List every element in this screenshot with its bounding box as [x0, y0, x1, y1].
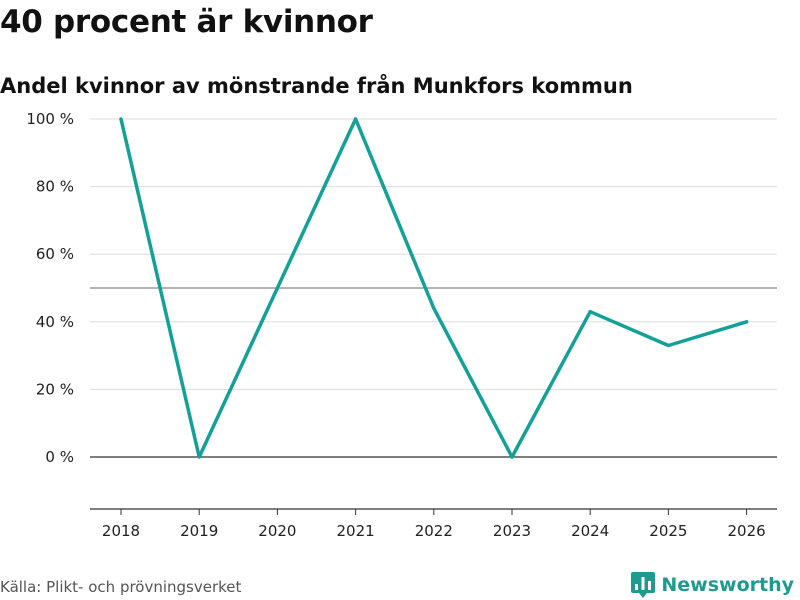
data-point — [510, 455, 514, 459]
y-tick-label: 60 % — [36, 245, 74, 263]
x-tick-label: 2021 — [337, 522, 375, 540]
series — [119, 117, 749, 459]
brand-name: Newsworthy — [661, 574, 794, 596]
data-point — [666, 343, 670, 347]
gridlines — [90, 118, 777, 390]
y-tick-label: 0 % — [45, 448, 74, 466]
data-point — [432, 306, 436, 310]
data-point — [745, 320, 749, 324]
x-tick-label: 2026 — [728, 522, 766, 540]
x-tick-label: 2019 — [180, 522, 218, 540]
data-point — [354, 117, 358, 121]
x-tick-label: 2022 — [415, 522, 453, 540]
tick-labels: 0 % 20 % 40 % 60 % 80 % 100 % 2018 2019 2020 2021… — [26, 110, 765, 540]
chart-subtitle: Andel kvinnor av mönstrande från Munkfor… — [0, 74, 633, 98]
x-tick-label: 2023 — [493, 522, 531, 540]
axes — [90, 456, 777, 515]
chart-title: 40 procent är kvinnor — [0, 4, 373, 40]
y-tick-label: 40 % — [36, 313, 74, 331]
newsworthy-logo-icon — [631, 572, 656, 598]
x-tick-label: 2020 — [258, 522, 296, 540]
x-tick-label: 2018 — [102, 522, 140, 540]
source-note: Källa: Plikt- och prövningsverket — [0, 578, 242, 596]
y-tick-label: 100 % — [26, 110, 74, 128]
x-tick-label: 2024 — [571, 522, 609, 540]
data-point — [275, 286, 279, 290]
x-tick-label: 2025 — [649, 522, 687, 540]
data-point — [197, 455, 201, 459]
y-tick-label: 20 % — [36, 380, 74, 398]
data-point — [119, 117, 123, 121]
brand-logo[interactable]: Newsworthy — [631, 572, 794, 598]
y-tick-label: 80 % — [36, 178, 74, 196]
data-point — [588, 310, 592, 314]
